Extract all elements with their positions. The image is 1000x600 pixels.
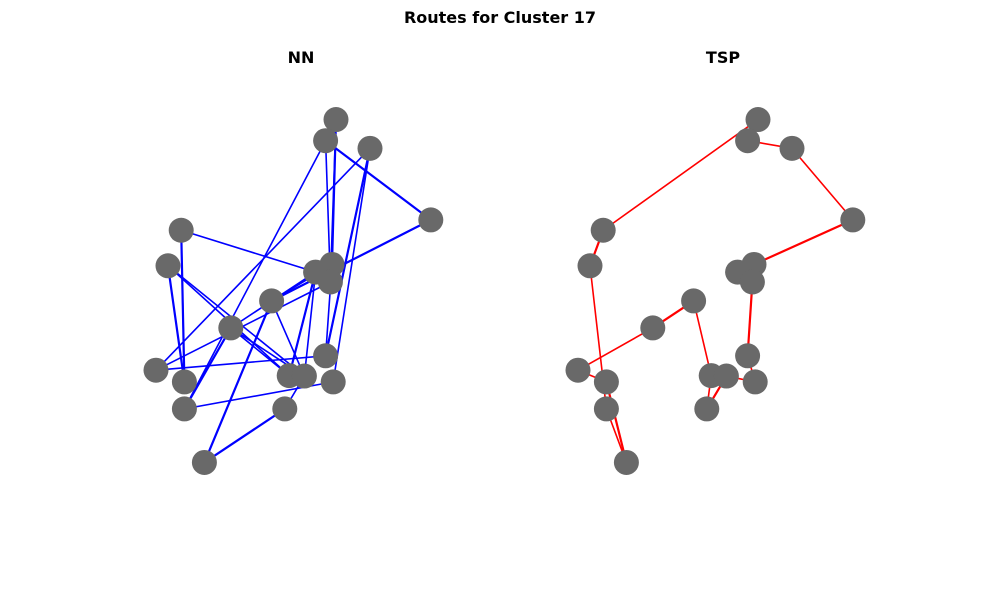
tsp-node — [593, 369, 619, 395]
tsp-node — [739, 269, 765, 295]
tsp-route-edge — [752, 218, 854, 266]
tsp-route-edge — [602, 118, 759, 232]
nn-route-edge — [183, 139, 327, 410]
nn-route-edge — [203, 407, 286, 464]
nn-node — [259, 288, 285, 314]
tsp-node — [640, 315, 666, 341]
nn-node — [418, 207, 444, 233]
tsp-node — [565, 357, 591, 383]
nn-node — [357, 135, 383, 161]
tsp-node — [742, 369, 768, 395]
tsp-node — [681, 288, 707, 314]
nn-route-edge — [180, 229, 317, 273]
nn-node — [272, 396, 298, 422]
tsp-node — [613, 449, 639, 475]
nn-panel — [143, 107, 444, 475]
nn-route-edge — [183, 326, 232, 410]
nn-node — [143, 357, 169, 383]
tsp-node — [577, 253, 603, 279]
tsp-node — [590, 217, 616, 243]
tsp-node — [593, 396, 619, 422]
nn-node — [323, 107, 349, 133]
nn-node — [171, 396, 197, 422]
tsp-route-edge — [791, 147, 854, 221]
nn-node — [218, 315, 244, 341]
nn-route-edge — [332, 147, 371, 383]
nn-route-edge — [324, 139, 432, 221]
nn-route-edge — [270, 300, 306, 377]
nn-route-edge — [270, 218, 432, 302]
tsp-node — [779, 135, 805, 161]
nn-node — [168, 217, 194, 243]
nn-route-edge — [203, 299, 273, 464]
tsp-route-edge — [605, 380, 628, 464]
tsp-node — [840, 207, 866, 233]
tsp-node — [745, 107, 771, 133]
tsp-node — [713, 363, 739, 389]
nn-node — [191, 449, 217, 475]
nn-node — [317, 269, 343, 295]
figure-title: Routes for Cluster 17 — [403, 8, 597, 27]
nn-route-edge — [303, 271, 317, 377]
nn-route-edge — [324, 147, 372, 357]
tsp-panel-title: TSP — [705, 48, 741, 67]
nn-route-edge — [230, 327, 291, 377]
nn-panel-title: NN — [287, 48, 315, 67]
nn-node — [171, 369, 197, 395]
nn-node — [291, 363, 317, 389]
nn-node — [313, 343, 339, 369]
tsp-route-edge — [577, 327, 654, 372]
tsp-route-edge — [692, 300, 713, 377]
nn-node — [313, 128, 339, 154]
nn-node — [320, 369, 346, 395]
nn-node — [155, 253, 181, 279]
nn-route-edge — [166, 264, 186, 383]
tsp-node — [735, 343, 761, 369]
nn-route-edge — [180, 229, 186, 383]
tsp-node — [735, 128, 761, 154]
tsp-panel — [565, 107, 866, 475]
tsp-node — [694, 396, 720, 422]
